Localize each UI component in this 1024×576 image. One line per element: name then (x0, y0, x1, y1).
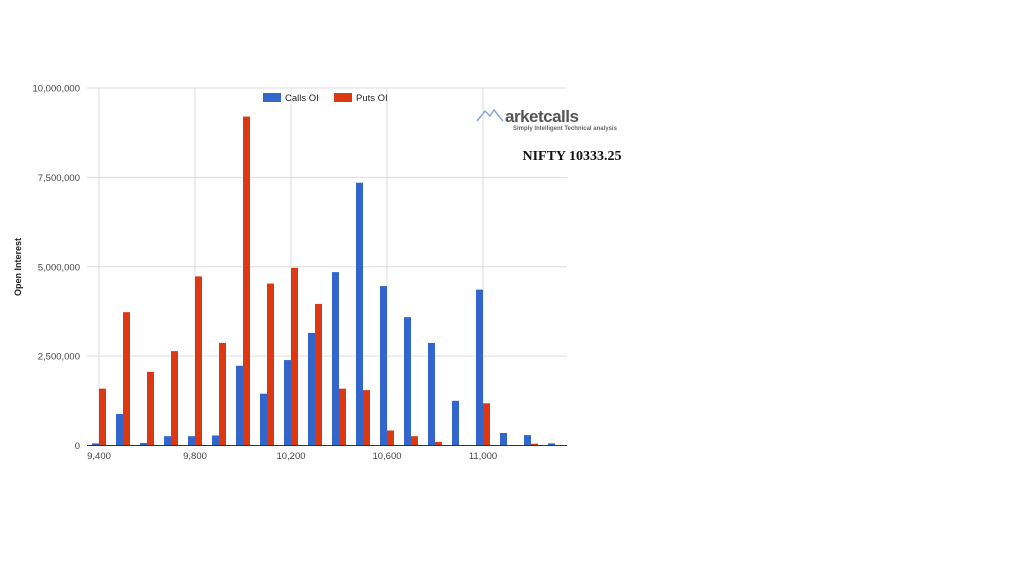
calls-bar-9900 (212, 435, 219, 446)
x-tick-label: 10,200 (276, 451, 305, 462)
puts-bar-10000 (243, 116, 250, 446)
calls-bar-11100 (500, 432, 507, 446)
logo-mountain-icon (476, 108, 504, 122)
calls-bar-11200 (524, 435, 531, 446)
calls-bar-10700 (404, 317, 411, 446)
y-tick-labels: 0 2,500,000 5,000,000 7,500,000 10,000,000 (32, 84, 80, 453)
y-tick-label: 10,000,000 (32, 84, 80, 95)
calls-bar-11000 (476, 289, 483, 446)
calls-bar-10500 (356, 182, 363, 446)
calls-bar-9500 (116, 414, 123, 446)
puts-bar-10100 (267, 283, 274, 446)
puts-bar-9900 (219, 342, 226, 446)
y-tick-label: 7,500,000 (38, 173, 80, 184)
y-tick-label: 0 (75, 441, 80, 452)
calls-bar-10100 (260, 393, 267, 446)
calls-bar-10200 (284, 360, 291, 446)
calls-bar-11300 (548, 443, 555, 446)
puts-bar-10700 (411, 436, 418, 446)
puts-bar-10800 (435, 441, 442, 446)
legend: Calls OI Puts OI (263, 93, 388, 104)
puts-bar-10400 (339, 388, 346, 446)
nifty-price-annotation: NIFTY 10333.25 (522, 149, 621, 164)
watermark-logo: arketcalls Simply Intelligent Technical … (476, 107, 618, 132)
y-tick-label: 5,000,000 (38, 262, 80, 273)
x-tick-labels: 9,400 9,800 10,200 10,600 11,000 (87, 451, 497, 462)
puts-bar-10600 (387, 430, 394, 446)
calls-bar-10600 (380, 286, 387, 446)
puts-bar-11000 (483, 403, 490, 446)
legend-swatch-puts (334, 93, 352, 102)
calls-bar-9700 (164, 436, 171, 446)
x-tick-label: 9,800 (183, 451, 207, 462)
calls-bar-9400 (92, 443, 99, 446)
x-tick-label: 9,400 (87, 451, 111, 462)
logo-tagline: Simply Intelligent Technical analysis (513, 126, 618, 132)
puts-bar-10300 (315, 303, 322, 446)
calls-bar-10400 (332, 272, 339, 446)
puts-bar-9500 (123, 312, 130, 446)
puts-bar-9400 (99, 388, 106, 446)
x-tick-label: 11,000 (469, 451, 497, 462)
puts-bar-9700 (171, 351, 178, 446)
puts-bar-11200 (531, 443, 538, 446)
calls-bar-10000 (236, 365, 243, 446)
puts-bar-9600 (147, 371, 154, 446)
calls-bar-10900 (452, 400, 459, 446)
calls-bar-9800 (188, 436, 195, 446)
legend-label-puts: Puts OI (356, 93, 388, 104)
legend-label-calls: Calls OI (285, 93, 319, 104)
calls-bar-10300 (308, 332, 315, 446)
grid-lines (87, 87, 567, 446)
calls-bar-10800 (428, 342, 435, 446)
puts-bar-10200 (291, 267, 298, 446)
bars (92, 116, 555, 446)
x-tick-label: 10,600 (372, 451, 401, 462)
puts-bar-10500 (363, 390, 370, 446)
legend-swatch-calls (263, 93, 281, 102)
calls-bar-9600 (140, 442, 147, 446)
logo-text: arketcalls (505, 107, 578, 126)
puts-bar-9800 (195, 276, 202, 446)
y-axis-label: Open Interest (13, 238, 23, 296)
y-tick-label: 2,500,000 (38, 352, 80, 363)
